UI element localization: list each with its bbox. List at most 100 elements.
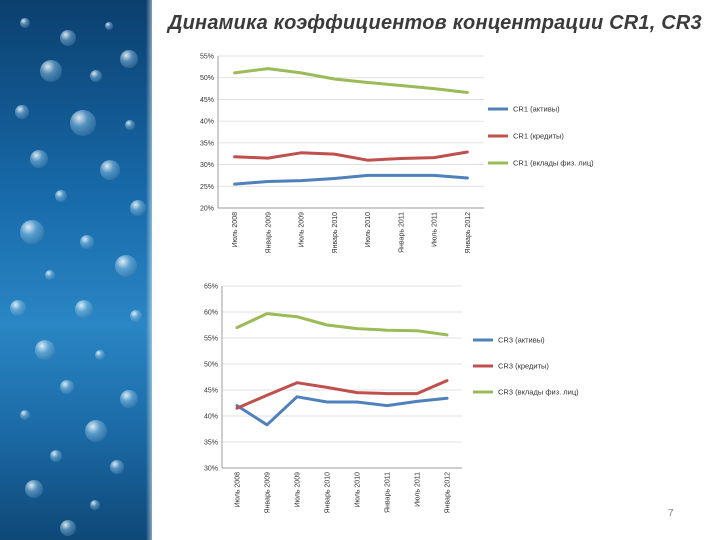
bubble <box>100 160 120 180</box>
y-tick-label: 55% <box>204 336 218 343</box>
chart-cr1-svg: 20% 25% 30% 35% 40% 45% 50% 55% Июль 2008 Январь … <box>200 54 594 254</box>
series-line-3 <box>235 312 449 337</box>
data-point <box>386 329 388 331</box>
y-tick-label: 35% <box>200 140 214 147</box>
y-tick-label: 50% <box>204 362 218 369</box>
data-point <box>326 401 328 403</box>
data-point <box>300 152 302 154</box>
y-tick-label: 55% <box>200 54 214 61</box>
legend-label: CR3 (кредиты) <box>498 362 549 371</box>
data-point <box>300 72 302 74</box>
bubble <box>70 110 96 136</box>
data-point <box>266 312 268 315</box>
chart-cr3-svg: 30% 35% 40% 45% 50% 55% 60% 65% Июль 2008 Январь … <box>204 284 579 514</box>
series-line-2 <box>235 379 449 410</box>
data-point <box>333 177 335 180</box>
y-tick-label: 40% <box>204 414 218 421</box>
bubble <box>60 520 76 536</box>
y-tick-label: 50% <box>200 75 214 82</box>
bubble <box>30 150 48 168</box>
page-number: 7 <box>668 508 674 519</box>
data-point <box>333 153 335 155</box>
bubble <box>40 60 62 82</box>
data-point <box>234 183 236 185</box>
x-tick-label: Июль 2008 <box>232 212 239 247</box>
bubble <box>80 235 94 249</box>
bubble <box>75 300 93 318</box>
chart-cr1: 20% 25% 30% 35% 40% 45% 50% 55% Июль 2008 Январь … <box>160 52 610 272</box>
x-tick-label: Июль 2010 <box>365 212 372 247</box>
data-point <box>400 174 402 177</box>
bubble <box>35 340 55 360</box>
data-point <box>267 67 269 70</box>
x-tick-label: Июль 2010 <box>355 472 362 507</box>
bubble <box>90 70 102 82</box>
bubble <box>10 300 26 316</box>
data-point <box>367 81 369 84</box>
x-tick-label: Январь 2010 <box>332 212 339 254</box>
bubble <box>45 270 55 280</box>
data-point <box>267 157 269 159</box>
decorative-water-sidebar <box>0 0 152 540</box>
data-point <box>416 393 418 395</box>
data-point <box>466 151 468 153</box>
bubble <box>120 390 138 408</box>
bubble <box>20 410 30 420</box>
bubble <box>20 18 30 28</box>
data-point <box>296 396 298 398</box>
data-point <box>236 327 238 329</box>
x-tick-label: Январь 2010 <box>325 472 332 514</box>
data-point <box>433 174 435 177</box>
legend-label: CR1 (вклады физ. лиц) <box>513 159 594 168</box>
sidebar-edge <box>146 0 152 540</box>
bubble <box>60 30 76 46</box>
x-tick-label: Июль 2011 <box>415 472 422 507</box>
data-point <box>466 91 468 94</box>
data-point <box>400 157 402 160</box>
series-line-2 <box>233 150 469 162</box>
data-point <box>236 407 238 409</box>
y-tick-label: 25% <box>200 184 214 191</box>
data-point <box>296 316 298 318</box>
bubble <box>115 255 137 277</box>
bubble <box>125 120 135 130</box>
data-point <box>326 386 328 388</box>
y-tick-label: 60% <box>204 310 218 317</box>
bubble <box>50 450 62 462</box>
y-tick-label: 30% <box>200 162 214 169</box>
x-tick-label: Июль 2011 <box>432 212 439 247</box>
legend-label: CR3 (вклады физ. лиц) <box>498 388 579 397</box>
x-tick-label: Январь 2009 <box>265 212 272 254</box>
data-point <box>367 159 369 161</box>
data-point <box>416 330 418 332</box>
bubble <box>105 22 113 30</box>
data-point <box>333 78 335 80</box>
x-tick-label: Январь 2011 <box>398 212 405 253</box>
bubble <box>90 500 100 510</box>
x-tick-label: Январь 2012 <box>465 212 472 254</box>
data-point <box>433 87 435 90</box>
bubble <box>85 420 107 442</box>
x-tick-label: Январь 2011 <box>385 472 392 513</box>
bubble <box>130 200 146 216</box>
data-point <box>386 393 388 395</box>
x-tick-label: Январь 2009 <box>265 472 272 514</box>
data-point <box>356 328 358 330</box>
x-tick-label: Январь 2012 <box>445 472 452 514</box>
data-point <box>234 72 236 74</box>
data-point <box>446 380 448 382</box>
series-line-1 <box>235 395 449 427</box>
series-line-1 <box>233 173 469 186</box>
data-point <box>326 324 328 326</box>
bubble <box>110 460 124 474</box>
data-point <box>296 382 298 384</box>
y-tick-label: 45% <box>200 97 214 104</box>
data-point <box>267 180 269 183</box>
chart-cr3: 30% 35% 40% 45% 50% 55% 60% 65% Июль 2008 Январь … <box>160 280 610 525</box>
bubble <box>15 105 29 119</box>
data-point <box>433 157 435 159</box>
data-point <box>356 392 358 394</box>
bubble <box>95 350 105 360</box>
y-tick-label: 20% <box>200 206 214 213</box>
x-tick-label: Июль 2009 <box>299 212 306 247</box>
